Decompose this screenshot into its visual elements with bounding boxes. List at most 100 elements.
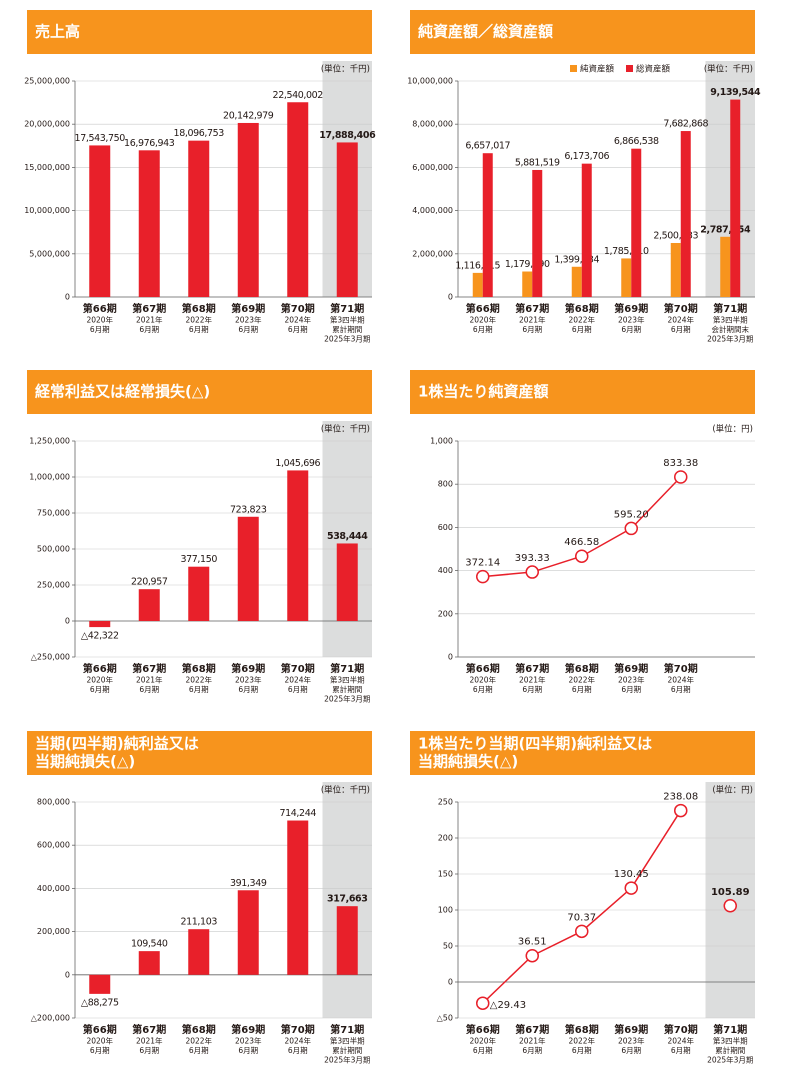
x-tick-label: 累計期間 bbox=[332, 1045, 362, 1055]
value-label: 20,142,979 bbox=[223, 110, 274, 121]
value-label: 2,787,654 bbox=[700, 224, 751, 235]
bar bbox=[237, 890, 259, 975]
x-tick-label: 2022年 bbox=[568, 315, 595, 325]
y-tick-label: 200,000 bbox=[37, 927, 70, 936]
y-tick-label: 600,000 bbox=[37, 841, 70, 850]
bar bbox=[89, 145, 111, 297]
y-tick-label: 0 bbox=[448, 978, 453, 987]
y-tick-label: 250 bbox=[438, 798, 453, 807]
x-tick-label: 第71期 bbox=[713, 1023, 747, 1036]
value-label: 595.20 bbox=[614, 509, 649, 520]
value-label: 17,888,406 bbox=[319, 130, 376, 141]
bar bbox=[138, 589, 160, 621]
x-tick-label: 6月期 bbox=[288, 325, 308, 334]
value-label: 9,139,544 bbox=[710, 87, 761, 98]
chart-title: 純資産額／総資産額 bbox=[418, 23, 553, 41]
chart-title: 当期純損失(△) bbox=[35, 753, 135, 771]
bar bbox=[621, 258, 632, 297]
value-label: 17,543,750 bbox=[75, 133, 126, 144]
y-tick-label: 20,000,000 bbox=[24, 120, 70, 129]
value-label: 6,657,017 bbox=[465, 141, 510, 152]
header-bar bbox=[27, 10, 372, 54]
legend-swatch bbox=[626, 65, 633, 72]
x-tick-label: 第71期 bbox=[330, 1023, 364, 1036]
x-tick-label: 2022年 bbox=[568, 1036, 595, 1046]
value-label: △88,275 bbox=[81, 997, 119, 1008]
chart-title: 経常利益又は経常損失(△) bbox=[35, 383, 210, 401]
y-tick-label: 250,000 bbox=[37, 581, 70, 590]
x-tick-label: 第70期 bbox=[664, 1023, 698, 1036]
bar bbox=[336, 906, 358, 975]
x-tick-label: 第71期 bbox=[330, 302, 364, 315]
x-tick-label: 第69期 bbox=[231, 662, 265, 675]
value-label: 2,500,133 bbox=[653, 230, 698, 241]
x-tick-label: 第69期 bbox=[614, 662, 648, 675]
y-tick-label: △50 bbox=[437, 1014, 453, 1023]
bar bbox=[631, 148, 642, 297]
y-tick-label: 0 bbox=[448, 653, 453, 662]
x-tick-label: 2025年3月期 bbox=[324, 334, 370, 344]
x-tick-label: 6月期 bbox=[473, 685, 493, 694]
value-label: 372.14 bbox=[465, 558, 500, 569]
x-tick-label: 2024年 bbox=[667, 675, 694, 685]
value-label: 1,399,734 bbox=[554, 254, 599, 265]
x-tick-label: 2025年3月期 bbox=[707, 334, 753, 344]
unit-label: (単位：円) bbox=[712, 424, 753, 435]
x-tick-label: 6月期 bbox=[238, 1046, 258, 1055]
value-label: 238.08 bbox=[663, 792, 698, 803]
bar bbox=[287, 820, 309, 975]
x-tick-label: 2023年 bbox=[618, 315, 645, 325]
x-tick-label: 第70期 bbox=[281, 662, 315, 675]
bar bbox=[670, 242, 681, 297]
x-tick-label: 6月期 bbox=[621, 325, 641, 334]
value-label: 211,103 bbox=[181, 917, 218, 928]
x-tick-label: 6月期 bbox=[473, 325, 493, 334]
value-label: 5,881,519 bbox=[515, 157, 560, 168]
value-label: 1,116,415 bbox=[455, 260, 500, 271]
x-tick-label: 第3四半期 bbox=[330, 675, 365, 685]
bar bbox=[138, 951, 160, 975]
bar bbox=[680, 131, 691, 297]
x-tick-label: 6月期 bbox=[238, 325, 258, 334]
value-label: 70.37 bbox=[567, 912, 596, 923]
x-tick-label: 第69期 bbox=[231, 1023, 265, 1036]
header-bar bbox=[410, 10, 755, 54]
x-tick-label: 第71期 bbox=[713, 302, 747, 315]
x-tick-label: 第67期 bbox=[132, 302, 166, 315]
point bbox=[575, 549, 589, 563]
bar bbox=[522, 271, 533, 297]
value-label: 317,663 bbox=[327, 894, 367, 905]
point bbox=[525, 565, 539, 579]
x-tick-label: 6月期 bbox=[621, 685, 641, 694]
x-tick-label: 第69期 bbox=[614, 302, 648, 315]
bar bbox=[237, 122, 259, 297]
x-tick-label: 2022年 bbox=[568, 675, 595, 685]
y-tick-label: 0 bbox=[65, 617, 70, 626]
legend-label: 総資産額 bbox=[636, 64, 671, 75]
y-tick-label: 1,250,000 bbox=[29, 437, 70, 446]
x-tick-label: 2023年 bbox=[235, 315, 262, 325]
x-tick-label: 累計期間 bbox=[715, 1045, 745, 1055]
chart-title: 当期純損失(△) bbox=[418, 753, 518, 771]
x-tick-label: 2021年 bbox=[519, 315, 546, 325]
x-tick-label: 第3四半期 bbox=[713, 1036, 748, 1046]
x-tick-label: 第70期 bbox=[664, 302, 698, 315]
x-tick-label: 2020年 bbox=[86, 675, 113, 685]
x-tick-label: 第70期 bbox=[281, 302, 315, 315]
chart-title: 1株当たり純資産額 bbox=[418, 383, 548, 401]
x-tick-label: 第67期 bbox=[132, 1023, 166, 1036]
bar bbox=[581, 163, 592, 297]
value-label: 723,823 bbox=[230, 504, 267, 515]
x-tick-label: 累計期間 bbox=[332, 684, 362, 694]
x-tick-label: 6月期 bbox=[572, 1046, 592, 1055]
x-tick-label: 第68期 bbox=[565, 302, 599, 315]
x-tick-label: 2024年 bbox=[667, 1036, 694, 1046]
x-tick-label: 6月期 bbox=[139, 325, 159, 334]
x-tick-label: 6月期 bbox=[189, 1046, 209, 1055]
x-tick-label: 2024年 bbox=[284, 315, 311, 325]
value-label: 393.33 bbox=[515, 553, 550, 564]
x-tick-label: 第68期 bbox=[182, 1023, 216, 1036]
bar bbox=[730, 99, 741, 297]
header-bar bbox=[410, 370, 755, 414]
